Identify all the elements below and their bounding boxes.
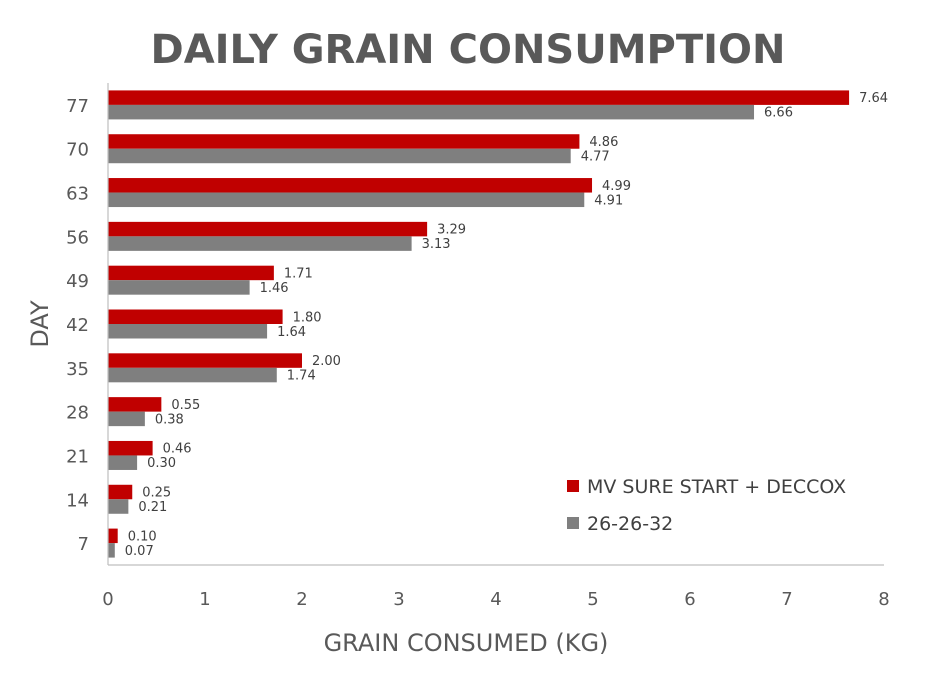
data-label-26-26-32-day-7: 0.07 xyxy=(125,544,154,559)
data-label-mv-sure-start-day-77: 7.64 xyxy=(859,91,888,106)
data-label-mv-sure-start-day-56: 3.29 xyxy=(437,223,466,238)
bar-mv-sure-start-day-63 xyxy=(108,178,593,193)
y-axis-title: DAY xyxy=(26,300,54,348)
data-label-mv-sure-start-day-35: 2.00 xyxy=(312,354,341,369)
data-label-26-26-32-day-21: 0.30 xyxy=(147,456,176,471)
bar-mv-sure-start-day-70 xyxy=(108,134,580,149)
x-axis-title: GRAIN CONSUMED (KG) xyxy=(324,629,609,657)
bar-26-26-32-day-56 xyxy=(108,236,412,251)
x-tick-label-1: 1 xyxy=(199,589,210,610)
bar-mv-sure-start-day-7 xyxy=(108,528,118,544)
data-label-26-26-32-day-42: 1.64 xyxy=(277,325,306,340)
data-label-26-26-32-day-63: 4.91 xyxy=(594,193,623,208)
x-tick-label-6: 6 xyxy=(684,589,695,610)
bar-mv-sure-start-day-28 xyxy=(108,397,162,412)
bar-26-26-32-day-70 xyxy=(108,148,571,164)
data-labels-group: 0.100.07 0.250.21 0.460.30 0.550.38 2.001.74… xyxy=(125,91,888,559)
y-tick-labels: 7 14 21 28 35 42 49 56 63 70 77 xyxy=(66,96,89,555)
data-label-mv-sure-start-day-7: 0.10 xyxy=(128,529,157,544)
data-label-mv-sure-start-day-63: 4.99 xyxy=(602,179,631,194)
y-tick-label-42: 42 xyxy=(66,315,89,336)
data-label-mv-sure-start-day-28: 0.55 xyxy=(171,398,200,413)
x-tick-label-0: 0 xyxy=(102,589,113,610)
chart-title: DAILY GRAIN CONSUMPTION xyxy=(151,27,786,73)
data-label-mv-sure-start-day-14: 0.25 xyxy=(142,486,171,501)
y-tick-label-70: 70 xyxy=(66,140,89,161)
legend-label-26-26-32: 26-26-32 xyxy=(587,513,673,535)
y-tick-label-28: 28 xyxy=(66,403,89,424)
y-tick-label-14: 14 xyxy=(66,490,89,511)
x-tick-label-3: 3 xyxy=(393,589,404,610)
bar-26-26-32-day-7 xyxy=(108,543,115,558)
bar-mv-sure-start-day-42 xyxy=(108,309,283,324)
x-tick-label-5: 5 xyxy=(587,589,598,610)
data-label-26-26-32-day-28: 0.38 xyxy=(155,412,184,427)
bar-26-26-32-day-77 xyxy=(108,104,755,120)
x-tick-label-4: 4 xyxy=(490,589,501,610)
legend-swatch-26-26-32 xyxy=(567,517,579,529)
data-label-mv-sure-start-day-70: 4.86 xyxy=(589,135,618,150)
bar-26-26-32-day-14 xyxy=(108,499,129,514)
bar-mv-sure-start-day-21 xyxy=(108,440,153,456)
bar-26-26-32-day-35 xyxy=(108,367,277,383)
y-tick-label-77: 77 xyxy=(66,96,89,117)
y-tick-label-7: 7 xyxy=(78,534,89,555)
legend-swatch-mv-sure-start xyxy=(567,480,579,492)
data-label-26-26-32-day-56: 3.13 xyxy=(422,237,451,252)
y-tick-label-56: 56 xyxy=(66,227,89,248)
data-label-26-26-32-day-70: 4.77 xyxy=(581,149,610,164)
bar-26-26-32-day-21 xyxy=(108,455,138,470)
x-tick-label-8: 8 xyxy=(878,589,889,610)
data-label-26-26-32-day-49: 1.46 xyxy=(260,281,289,296)
legend-label-mv-sure-start: MV SURE START + DECCOX xyxy=(587,476,846,498)
y-tick-label-21: 21 xyxy=(66,446,89,467)
y-tick-label-49: 49 xyxy=(66,271,89,292)
legend: MV SURE START + DECCOX 26-26-32 xyxy=(567,476,846,535)
data-label-26-26-32-day-77: 6.66 xyxy=(764,106,793,121)
bar-mv-sure-start-day-35 xyxy=(108,353,302,368)
x-tick-label-2: 2 xyxy=(296,589,307,610)
bar-mv-sure-start-day-14 xyxy=(108,484,133,500)
y-tick-label-63: 63 xyxy=(66,184,89,205)
bars-group xyxy=(108,90,850,558)
bar-mv-sure-start-day-77 xyxy=(108,90,850,105)
bar-26-26-32-day-49 xyxy=(108,280,250,295)
bar-26-26-32-day-42 xyxy=(108,324,268,339)
data-label-mv-sure-start-day-21: 0.46 xyxy=(163,442,192,457)
data-label-26-26-32-day-14: 0.21 xyxy=(138,500,167,515)
bar-mv-sure-start-day-56 xyxy=(108,221,428,237)
data-label-mv-sure-start-day-49: 1.71 xyxy=(284,266,313,281)
data-label-26-26-32-day-35: 1.74 xyxy=(287,369,316,384)
x-tick-labels: 0 1 2 3 4 5 6 7 8 xyxy=(102,589,889,610)
x-tick-label-7: 7 xyxy=(781,589,792,610)
bar-26-26-32-day-63 xyxy=(108,192,585,208)
y-tick-label-35: 35 xyxy=(66,359,89,380)
data-label-mv-sure-start-day-42: 1.80 xyxy=(293,310,322,325)
bar-mv-sure-start-day-49 xyxy=(108,265,274,281)
bar-26-26-32-day-28 xyxy=(108,411,145,427)
